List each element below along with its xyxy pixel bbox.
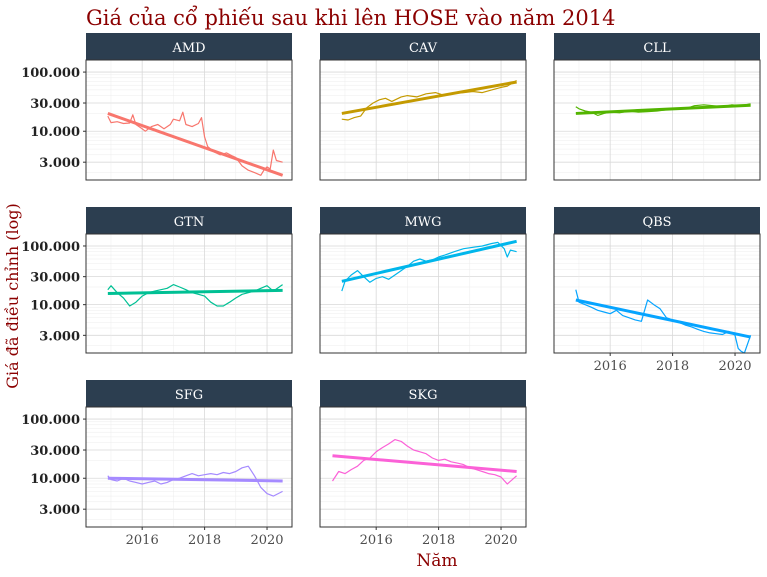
panel-border bbox=[553, 59, 761, 181]
panel-background bbox=[86, 60, 292, 180]
strip bbox=[320, 380, 526, 407]
x-tick-label: 2016 bbox=[594, 359, 627, 374]
x-tick-label: 2018 bbox=[188, 533, 221, 548]
panel-border bbox=[319, 406, 527, 528]
strip-label: MWG bbox=[404, 215, 441, 230]
x-tick-label: 2018 bbox=[422, 533, 455, 548]
trend-line-sfg bbox=[107, 476, 283, 483]
y-tick-label: 10.000 bbox=[30, 472, 80, 487]
strip bbox=[320, 207, 526, 234]
y-tick-label: 100.000 bbox=[21, 240, 80, 255]
y-tick-label: 30.000 bbox=[30, 271, 80, 286]
trend-line-mwg bbox=[341, 239, 517, 283]
series-line-sfg bbox=[107, 465, 283, 497]
panel-border bbox=[553, 233, 761, 354]
trend-line-cav bbox=[341, 80, 517, 115]
x-tick-label: 2020 bbox=[484, 533, 517, 548]
trend-line-gtn bbox=[107, 288, 283, 295]
panel-border bbox=[319, 59, 527, 181]
panel-skg: SKG 2016 2018 2020 bbox=[319, 380, 527, 548]
panel-background bbox=[320, 407, 526, 527]
chart-title: Giá của cổ phiếu sau khi lên HOSE vào nă… bbox=[86, 6, 615, 30]
panel-gtn: GTN 3.000 10.000 30.000 100.000 bbox=[21, 207, 293, 354]
panel-border bbox=[85, 59, 293, 181]
strip-label: AMD bbox=[171, 41, 205, 56]
x-tick-label: 2020 bbox=[718, 359, 751, 374]
strip bbox=[86, 380, 292, 407]
y-tick-label: 3.000 bbox=[39, 503, 80, 518]
y-tick-label: 30.000 bbox=[30, 444, 80, 459]
series-line-mwg bbox=[341, 241, 517, 292]
trend-line-skg bbox=[332, 454, 517, 474]
panel-border bbox=[85, 233, 293, 354]
x-tick-label: 2016 bbox=[360, 533, 393, 548]
strip-label: GTN bbox=[174, 215, 204, 230]
trend-line-qbs bbox=[575, 298, 751, 339]
y-tick-label: 3.000 bbox=[39, 156, 80, 171]
strip-label: CLL bbox=[643, 41, 671, 56]
panels: AMD 3.000 10.000 30.000 100.000 CAV CLL GTN 3.00… bbox=[21, 33, 761, 548]
strip bbox=[554, 207, 760, 234]
strip-label: CAV bbox=[409, 41, 438, 56]
strip-label: SKG bbox=[408, 388, 437, 403]
y-axis-title: Giá đã điều chỉnh (log) bbox=[3, 203, 22, 389]
strip bbox=[86, 207, 292, 234]
strip bbox=[86, 33, 292, 60]
y-tick-label: 10.000 bbox=[30, 125, 80, 140]
x-axis-title: Năm bbox=[416, 551, 457, 571]
panel-mwg: MWG bbox=[319, 207, 527, 354]
x-tick-label: 2018 bbox=[656, 359, 689, 374]
strip-label: QBS bbox=[642, 215, 671, 230]
panel-background bbox=[320, 60, 526, 180]
y-tick-label: 100.000 bbox=[21, 413, 80, 428]
trend-line-cll bbox=[575, 103, 751, 115]
trend-line-amd bbox=[107, 112, 284, 177]
strip bbox=[320, 33, 526, 60]
strip bbox=[554, 33, 760, 60]
panel-qbs: QBS 2016 2018 2020 bbox=[553, 207, 761, 374]
panel-background bbox=[554, 60, 760, 180]
y-tick-label: 30.000 bbox=[30, 97, 80, 112]
panel-cll: CLL bbox=[553, 33, 761, 181]
strip-label: SFG bbox=[175, 388, 203, 403]
x-tick-label: 2020 bbox=[250, 533, 283, 548]
panel-cav: CAV bbox=[319, 33, 527, 181]
panel-background bbox=[86, 407, 292, 527]
panel-amd: AMD 3.000 10.000 30.000 100.000 bbox=[21, 33, 293, 181]
series-line-skg bbox=[331, 439, 517, 485]
panel-border bbox=[319, 233, 527, 354]
panel-sfg: SFG 3.000 10.000 30.000 100.000 2016 2018 2020 bbox=[21, 380, 293, 548]
panel-background bbox=[320, 234, 526, 353]
y-tick-label: 100.000 bbox=[21, 66, 80, 81]
x-tick-label: 2016 bbox=[126, 533, 159, 548]
panel-border bbox=[85, 406, 293, 528]
y-tick-label: 10.000 bbox=[30, 299, 80, 314]
y-tick-label: 3.000 bbox=[39, 329, 80, 344]
